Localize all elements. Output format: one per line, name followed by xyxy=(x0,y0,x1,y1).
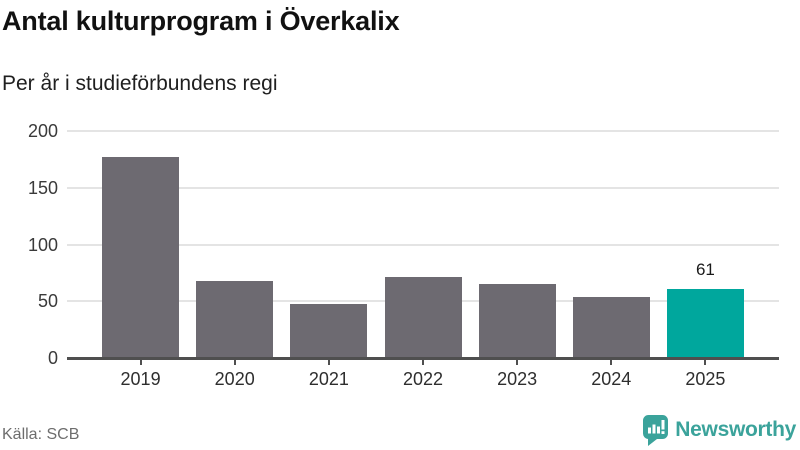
newsworthy-logo-icon xyxy=(643,414,669,446)
x-axis-tick xyxy=(139,358,142,365)
gridline xyxy=(67,130,779,132)
x-axis-tick xyxy=(704,358,707,365)
bar xyxy=(384,277,462,358)
x-axis-tick xyxy=(516,358,519,365)
x-axis-tick xyxy=(233,358,236,365)
y-axis-tick-label: 50 xyxy=(37,291,58,312)
bar-value-label: 61 xyxy=(695,259,715,279)
bar xyxy=(196,280,274,358)
gridline xyxy=(67,243,779,246)
y-axis-tick-label: 100 xyxy=(27,234,58,255)
x-axis-tick-label: 2022 xyxy=(402,369,444,389)
bar-highlighted xyxy=(666,288,744,358)
brand-lockup: Newsworthy xyxy=(643,414,796,446)
x-axis-tick-label: 2020 xyxy=(214,369,255,389)
x-axis-tick xyxy=(422,358,424,365)
y-axis-tick-label: 0 xyxy=(47,348,58,368)
bar xyxy=(102,157,180,358)
bar xyxy=(290,303,368,358)
y-axis-tick-label: 200 xyxy=(27,121,58,141)
y-axis-tick-label: 150 xyxy=(27,177,58,198)
source-note: Källa: SCB xyxy=(2,426,80,443)
x-axis-tick-label: 2023 xyxy=(497,369,538,389)
x-axis-tick-label: 2025 xyxy=(685,369,726,389)
x-axis-tick-label: 2024 xyxy=(591,369,632,389)
x-axis-tick-label: 2019 xyxy=(120,369,161,389)
gridline xyxy=(67,186,779,189)
chart-title: Antal kulturprogram i Överkalix xyxy=(2,6,400,36)
x-axis-tick xyxy=(610,358,613,365)
bar xyxy=(572,296,650,358)
x-axis-tick-label: 2021 xyxy=(308,369,349,389)
brand-name: Newsworthy xyxy=(675,418,796,441)
bar xyxy=(478,284,556,358)
x-axis-tick xyxy=(327,358,330,365)
chart-subtitle: Per år i studieförbundens regi xyxy=(2,72,278,95)
